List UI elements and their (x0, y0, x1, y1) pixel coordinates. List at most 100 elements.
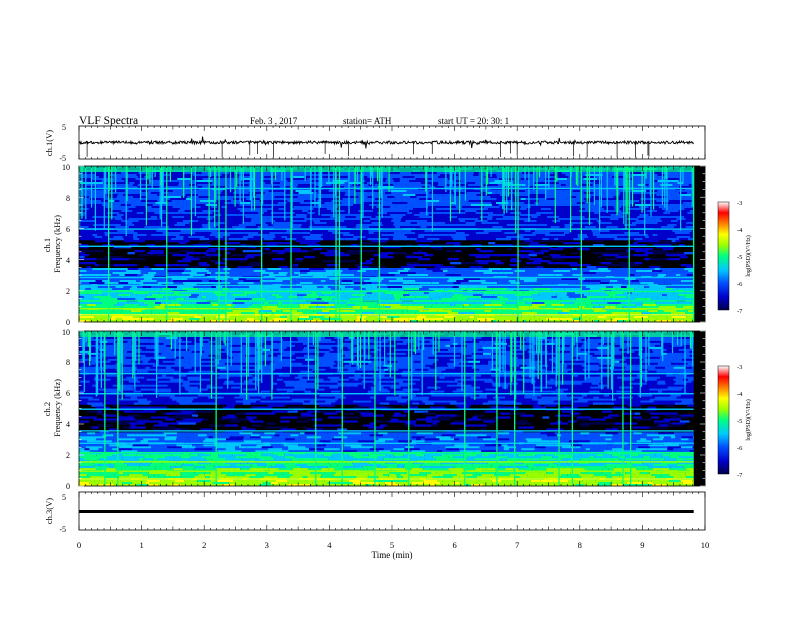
spectrogram-cell (333, 236, 341, 238)
spectrogram-cell (240, 210, 250, 212)
spectrogram-cell (202, 252, 208, 254)
spectrogram-cell (137, 214, 144, 216)
spectrogram-cell (117, 192, 124, 194)
spectrogram-cell (123, 176, 139, 178)
spectrogram-cell (383, 304, 401, 306)
spectrogram-cell (211, 286, 216, 288)
spectrogram-cell (386, 310, 403, 312)
spectrogram-cell (438, 206, 455, 208)
spectrogram-cell (301, 208, 314, 210)
spectrogram-cell (269, 190, 285, 192)
spectrogram-cell (199, 294, 216, 296)
spectrogram-cell (129, 302, 144, 304)
spectrogram-cell (175, 304, 181, 306)
spectrogram-cell (287, 202, 300, 204)
spectrogram-cell (621, 286, 627, 288)
spectrogram-cell (524, 280, 537, 282)
spectrogram-cell (455, 204, 471, 206)
spectrogram-cell (643, 304, 656, 306)
spectrogram-cell (229, 318, 246, 320)
spectrogram-cell (127, 234, 133, 236)
spectrogram-cell (539, 222, 553, 224)
spectrogram-cell (383, 224, 393, 226)
spectrogram-cell (417, 222, 430, 224)
spectrogram-cell (427, 220, 435, 222)
spectrogram-cell (492, 226, 502, 228)
spectrogram-cell (396, 206, 407, 208)
spectrogram-cell (600, 288, 616, 290)
spectrogram-cell (172, 216, 184, 218)
spectrogram-cell (480, 238, 496, 240)
spectrogram-cell (347, 226, 356, 228)
spectrogram-cell (673, 288, 678, 290)
spectrogram-cell (435, 296, 439, 298)
spectrogram-cell (539, 200, 555, 202)
spectrogram-cell (613, 272, 619, 274)
spectrogram-cell (520, 208, 527, 210)
spectrogram-cell (445, 236, 452, 238)
spectrogram-cell (436, 208, 443, 210)
spectrogram-cell (202, 296, 206, 298)
spectrogram-cell (298, 318, 307, 320)
spectrogram-cell (680, 274, 687, 276)
spectrogram-cell (677, 268, 684, 270)
spectrogram-cell (541, 248, 550, 250)
spectrogram-cell (342, 280, 352, 282)
spectrogram-cell (585, 216, 600, 218)
spectrogram-cell (450, 292, 466, 294)
spectrogram-cell (419, 220, 427, 222)
spectrogram-cell (196, 198, 209, 200)
spectrogram-cell (87, 304, 96, 306)
spectrogram-cell (284, 288, 295, 290)
spectrogram-cell (321, 292, 332, 294)
spectrogram-cell (538, 216, 548, 218)
spectrogram-cell (662, 230, 672, 232)
spectrogram-cell (148, 304, 155, 306)
spectrogram-cell (398, 270, 408, 272)
spectrogram-cell (439, 200, 453, 202)
spectrogram-cell (307, 174, 323, 176)
spectrogram-cell (506, 339, 514, 341)
spectrogram-cell (547, 224, 555, 226)
spectrogram-cell (460, 302, 474, 304)
spectrogram-cell (415, 298, 432, 300)
spectrogram-cell (181, 268, 185, 270)
spectrogram-cell (128, 218, 143, 220)
spectrogram-cell (85, 204, 102, 206)
spectrogram-cell (561, 262, 577, 264)
spectrogram-cell (345, 200, 359, 202)
spectrogram-cell (190, 318, 200, 320)
spectrogram-cell (432, 198, 443, 200)
spectrogram-cell (281, 194, 287, 196)
spectrogram-cell (445, 288, 461, 290)
spectrogram-cell (533, 274, 538, 276)
spectrogram-cell (569, 232, 585, 234)
spectrogram-cell (325, 220, 335, 222)
spectrogram-cell (547, 278, 557, 280)
spectrogram-cell (298, 184, 315, 186)
spectrogram-cell (108, 172, 121, 174)
spectrogram-sferic (627, 166, 628, 214)
spectrogram-cell (382, 222, 394, 224)
spectrogram-cell (115, 226, 129, 228)
spectrogram-cell (524, 240, 533, 242)
spectrogram-cell (324, 268, 329, 270)
spectrogram-cell (561, 184, 566, 186)
spectrogram-cell (360, 268, 378, 270)
spectrogram-cell (344, 220, 355, 222)
spectrogram-cell (571, 180, 581, 182)
spectrogram-cell (95, 264, 99, 266)
spectrogram-cell (168, 296, 175, 298)
spectrogram-cell (552, 286, 568, 288)
spectrogram-cell (91, 288, 106, 290)
spectrogram-cell (321, 298, 332, 300)
spectrogram-cell (686, 266, 694, 268)
spectrogram-cell (197, 216, 215, 218)
spectrogram-cell (575, 220, 582, 222)
spectrogram-cell (113, 176, 122, 178)
spectrogram-cell (450, 302, 461, 304)
spectrogram-cell (128, 252, 135, 254)
spectrogram-cell (648, 310, 659, 312)
spectrogram-cell (136, 206, 141, 208)
spectrogram-cell (110, 280, 120, 282)
